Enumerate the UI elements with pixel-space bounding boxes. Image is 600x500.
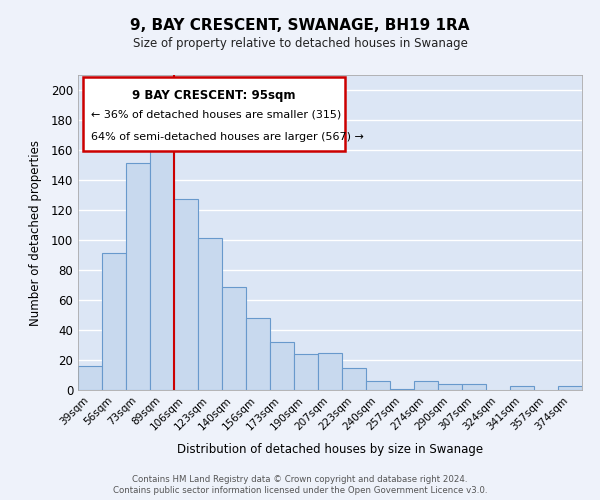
Y-axis label: Number of detached properties: Number of detached properties (29, 140, 43, 326)
Bar (174, 200, 198, 390)
X-axis label: Distribution of detached houses by size in Swanage: Distribution of detached houses by size … (177, 443, 483, 456)
Bar (462, 384, 486, 390)
Bar (222, 286, 246, 390)
Bar (150, 142, 174, 390)
Bar (246, 318, 270, 390)
Bar (414, 381, 438, 390)
Bar (342, 368, 366, 390)
Bar (438, 384, 462, 390)
FancyBboxPatch shape (83, 76, 345, 150)
Text: Contains public sector information licensed under the Open Government Licence v3: Contains public sector information licen… (113, 486, 487, 495)
Bar (510, 386, 534, 390)
Bar (198, 238, 222, 390)
Bar (318, 352, 342, 390)
Bar (102, 254, 126, 390)
Bar (294, 354, 318, 390)
Bar (366, 381, 390, 390)
Bar (390, 388, 414, 390)
Text: 9 BAY CRESCENT: 95sqm: 9 BAY CRESCENT: 95sqm (133, 88, 296, 102)
Text: 9, BAY CRESCENT, SWANAGE, BH19 1RA: 9, BAY CRESCENT, SWANAGE, BH19 1RA (130, 18, 470, 32)
Text: 64% of semi-detached houses are larger (567) →: 64% of semi-detached houses are larger (… (91, 132, 364, 141)
Bar (270, 342, 294, 390)
Bar (558, 386, 582, 390)
Text: Contains HM Land Registry data © Crown copyright and database right 2024.: Contains HM Land Registry data © Crown c… (132, 475, 468, 484)
Bar (78, 366, 102, 390)
Bar (126, 164, 150, 390)
Text: Size of property relative to detached houses in Swanage: Size of property relative to detached ho… (133, 38, 467, 51)
Text: ← 36% of detached houses are smaller (315): ← 36% of detached houses are smaller (31… (91, 110, 341, 120)
